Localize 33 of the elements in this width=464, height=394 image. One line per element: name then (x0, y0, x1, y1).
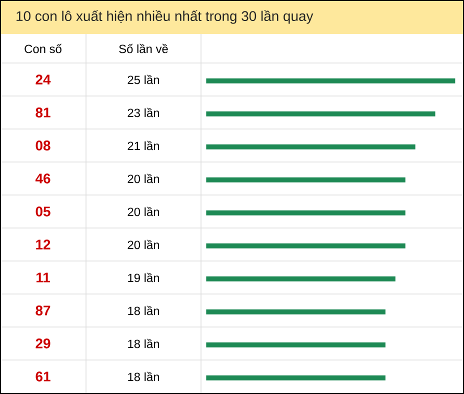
y-tick-label: 61 (36, 372, 50, 382)
y-tick-label: 24 (36, 74, 51, 84)
bar (206, 243, 406, 248)
x-axis-title: Số lần về (119, 44, 168, 54)
y-tick-label: 29 (36, 338, 50, 348)
data-label: 18 lần (128, 338, 159, 348)
y-tick-label: 81 (36, 108, 50, 118)
data-label: 23 lần (128, 108, 159, 118)
y-axis-title: Con số (24, 44, 62, 54)
chart-title: 10 con lô xuất hiện nhiều nhất trong 30 lần quay (16, 10, 314, 24)
data-label: 20 lần (128, 206, 159, 216)
data-label: 19 lần (128, 272, 159, 282)
bar (206, 342, 386, 348)
data-label: 20 lần (128, 240, 159, 250)
data-label: 21 lần (128, 140, 159, 150)
data-label: 25 lần (128, 74, 159, 84)
bar (206, 210, 406, 216)
y-tick-label: 87 (36, 306, 50, 316)
bar (206, 177, 406, 182)
y-tick-label: 11 (36, 272, 50, 282)
bar (206, 144, 416, 150)
data-label: 20 lần (128, 174, 159, 184)
data-label: 18 lần (128, 306, 159, 316)
y-tick-label: 08 (36, 140, 50, 150)
bar (206, 309, 386, 314)
bar (206, 375, 386, 380)
data-label: 18 lần (128, 372, 159, 382)
bar (206, 78, 456, 84)
bar (206, 111, 436, 116)
y-tick-label: 12 (36, 240, 50, 250)
y-tick-label: 05 (36, 206, 50, 216)
y-tick-label: 46 (35, 174, 50, 184)
bar (206, 276, 396, 282)
